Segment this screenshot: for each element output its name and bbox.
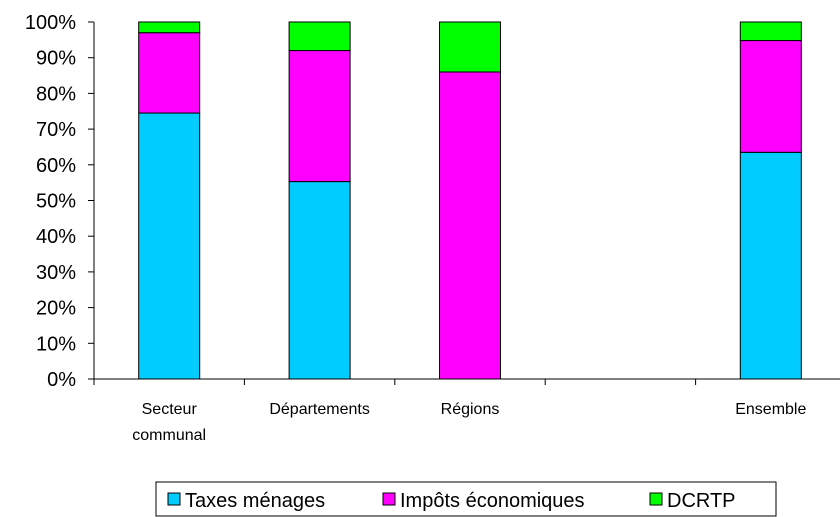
bar-segment-taxes-menages [288,181,351,380]
x-category-label: communal [132,427,206,444]
bar-segment-impots-economiques [739,40,802,153]
legend-swatch [167,492,181,506]
y-tick-label: 0% [47,369,76,391]
x-category-label: Régions [441,401,500,418]
bar-segment-impots-economiques [288,50,351,183]
y-tick-label: 50% [36,191,76,213]
bar-segment-impots-economiques [138,32,201,114]
legend-label: Impôts économiques [400,490,585,512]
bar-segment-taxes-menages [138,112,201,380]
legend-swatch [382,492,396,506]
legend-box [155,481,777,517]
bar-segment-impots-economiques [439,71,501,380]
y-tick-label: 60% [36,155,76,177]
y-axis: 0% 10% 20% 30% 40% 50% 60% 70% 80% 90% 100% [25,12,95,391]
x-category-label: Ensemble [735,401,806,418]
legend-label: Taxes ménages [185,490,325,512]
bar-segment-dcrtp [439,21,501,73]
bar-segment-taxes-menages [739,151,802,380]
y-tick-label: 10% [36,333,76,355]
bars [138,21,802,380]
y-tick-label: 40% [36,226,76,248]
y-tick-label: 20% [36,298,76,320]
x-category-label: Départements [269,401,370,418]
legend: Taxes ménages Impôts économiques DCRTP [155,481,777,517]
bar-segment-dcrtp [138,21,201,34]
y-tick-label: 80% [36,83,76,105]
x-axis: Secteur communal Départements Régions Ensemb… [93,378,840,444]
legend-swatch [649,492,663,506]
y-tick-label: 90% [36,48,76,70]
legend-label: DCRTP [667,490,736,512]
y-tick-label: 70% [36,119,76,141]
bar-segment-dcrtp [288,21,351,52]
y-tick-label: 100% [25,12,76,34]
x-category-label: Secteur [142,401,198,418]
bar-segment-dcrtp [739,21,802,42]
y-tick-label: 30% [36,262,76,284]
